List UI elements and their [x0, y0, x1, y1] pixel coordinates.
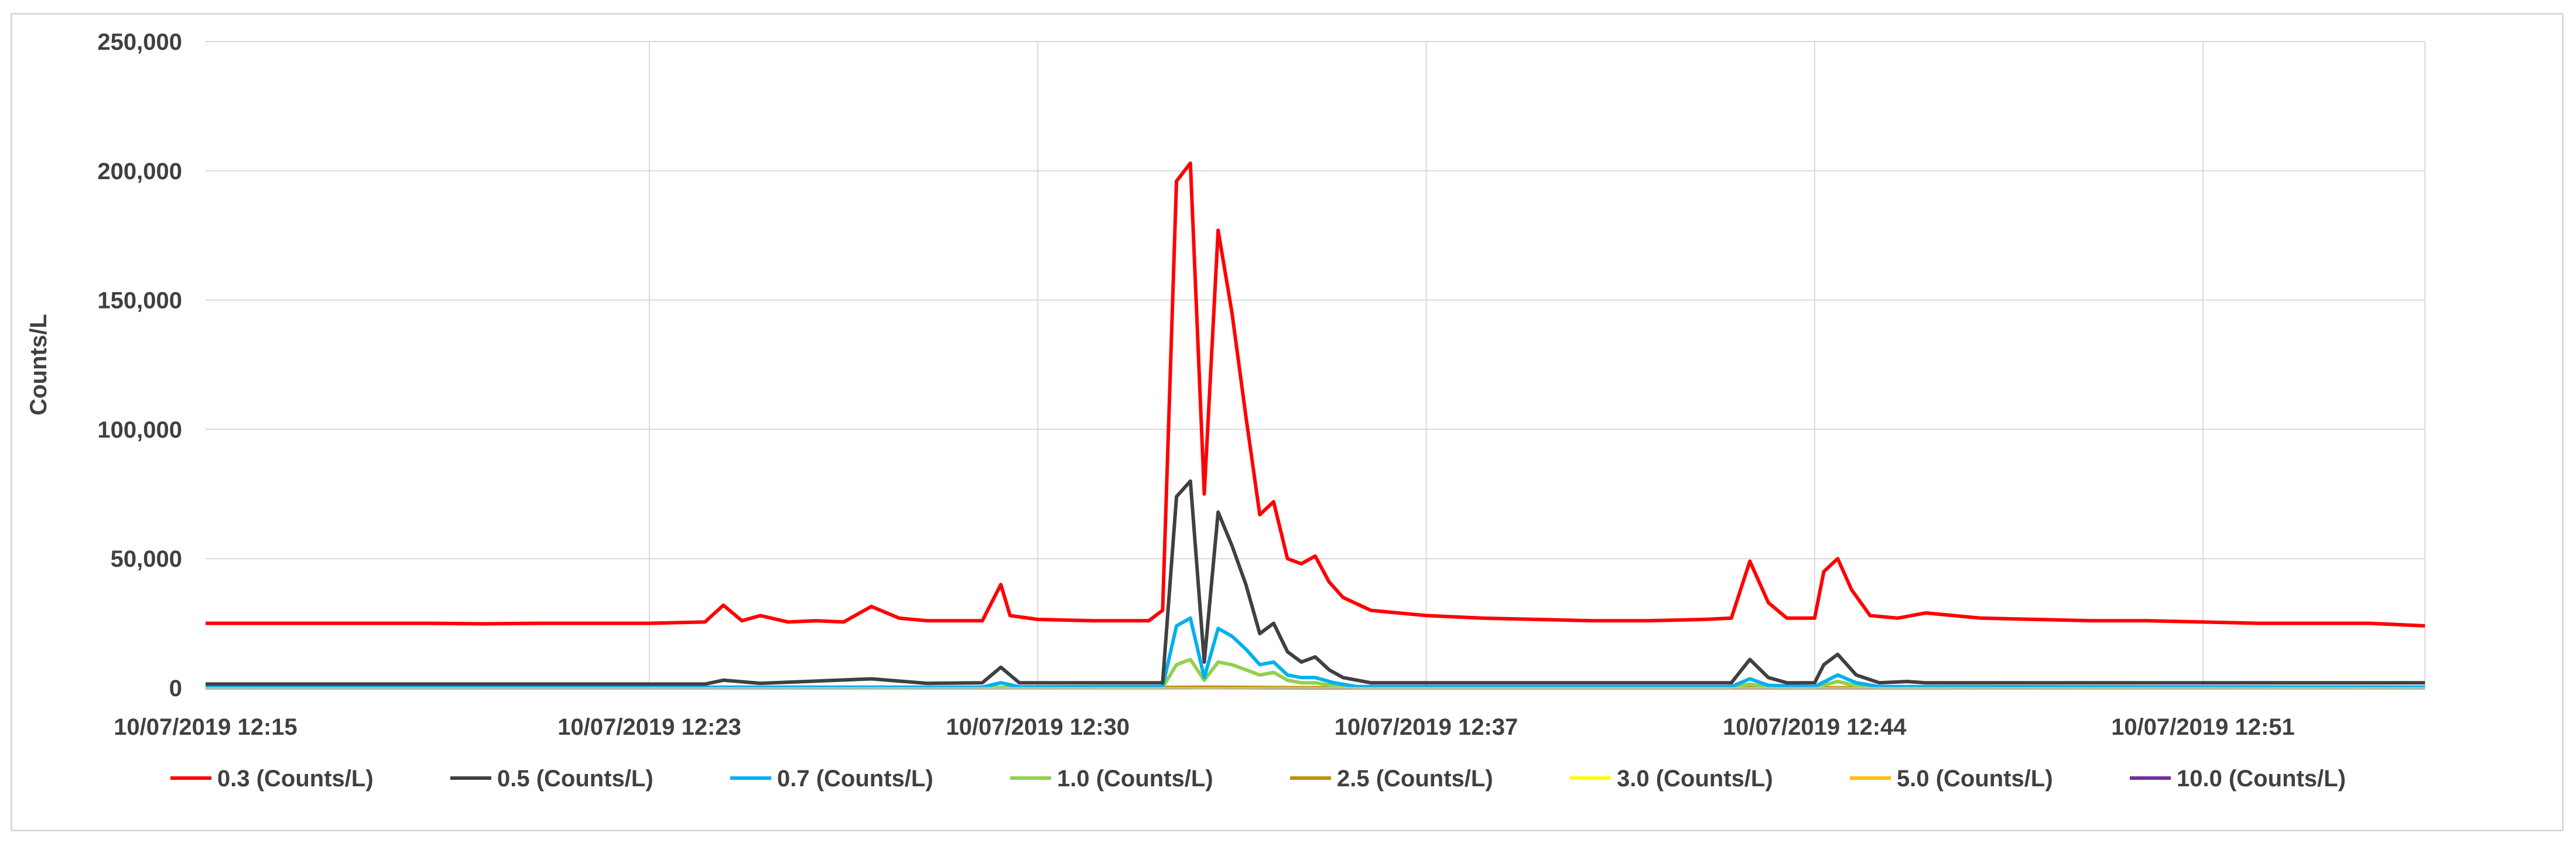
x-tick-label: 10/07/2019 12:23 — [557, 714, 741, 740]
y-tick-label: 200,000 — [97, 159, 182, 184]
legend-label-0-7: 0.7 (Counts/L) — [777, 766, 933, 792]
x-tick-label: 10/07/2019 12:15 — [114, 714, 297, 740]
legend-label-5-0: 5.0 (Counts/L) — [1897, 766, 2053, 792]
y-axis-tick-labels: 0 50,000 100,000 150,000 200,000 250,000 — [97, 29, 182, 701]
gridlines — [206, 41, 2426, 688]
x-tick-label: 10/07/2019 12:30 — [946, 714, 1130, 740]
legend: 0.3 (Counts/L) 0.5 (Counts/L) 0.7 (Counts/… — [170, 766, 2346, 792]
legend-label-10-0: 10.0 (Counts/L) — [2177, 766, 2346, 792]
legend-label-1-0: 1.0 (Counts/L) — [1057, 766, 1213, 792]
y-tick-label: 250,000 — [97, 29, 182, 55]
y-tick-label: 100,000 — [97, 417, 182, 443]
legend-label-0-5: 0.5 (Counts/L) — [497, 766, 654, 792]
series-line-0-7 — [206, 616, 2426, 689]
legend-label-0-3: 0.3 (Counts/L) — [217, 766, 374, 792]
y-tick-label: 0 — [169, 676, 182, 701]
y-tick-label: 150,000 — [97, 288, 182, 314]
series-line-1-0 — [205, 657, 2426, 690]
chart-frame: 0 50,000 100,000 150,000 200,000 250,000 10/0… — [11, 13, 2564, 831]
y-axis-label: Counts/L — [26, 314, 52, 415]
y-tick-label: 50,000 — [111, 546, 182, 572]
series-lines — [205, 161, 2426, 690]
series-line-0-5 — [206, 479, 2425, 686]
legend-label-2-5: 2.5 (Counts/L) — [1337, 766, 1493, 792]
line-chart: 0 50,000 100,000 150,000 200,000 250,000 10/0… — [26, 29, 2426, 792]
x-tick-label: 10/07/2019 12:44 — [1723, 714, 1907, 740]
legend-label-3-0: 3.0 (Counts/L) — [1617, 766, 1773, 792]
x-axis-tick-labels: 10/07/2019 12:15 10/07/2019 12:23 10/07/20… — [114, 714, 2295, 740]
x-tick-label: 10/07/2019 12:37 — [1335, 714, 1518, 740]
series-line-0-3 — [206, 161, 2426, 628]
x-tick-label: 10/07/2019 12:51 — [2111, 714, 2295, 740]
